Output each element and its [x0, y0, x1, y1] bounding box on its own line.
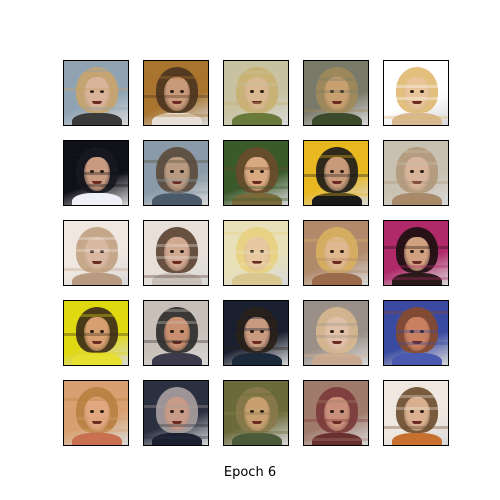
generated-face-image	[383, 220, 449, 286]
generated-face-image	[63, 300, 129, 366]
generated-face-image	[303, 220, 369, 286]
generated-face-image	[143, 60, 209, 126]
generated-face-image	[303, 60, 369, 126]
generated-face-image	[383, 140, 449, 206]
generated-face-image	[303, 380, 369, 446]
generated-face-image	[383, 380, 449, 446]
generated-face-image	[63, 220, 129, 286]
generated-face-image	[223, 220, 289, 286]
generated-face-image	[223, 140, 289, 206]
generated-face-image	[223, 380, 289, 446]
generated-face-image	[223, 300, 289, 366]
generated-face-image	[63, 380, 129, 446]
generated-face-image	[143, 300, 209, 366]
generated-face-image	[303, 300, 369, 366]
generated-face-image	[383, 60, 449, 126]
generated-face-image	[63, 140, 129, 206]
generated-face-image	[143, 380, 209, 446]
generated-face-image	[63, 60, 129, 126]
generated-face-image	[383, 300, 449, 366]
generated-face-image	[303, 140, 369, 206]
generated-face-image	[143, 140, 209, 206]
epoch-caption: Epoch 6	[223, 465, 277, 480]
generated-face-image	[143, 220, 209, 286]
generated-face-image	[223, 60, 289, 126]
